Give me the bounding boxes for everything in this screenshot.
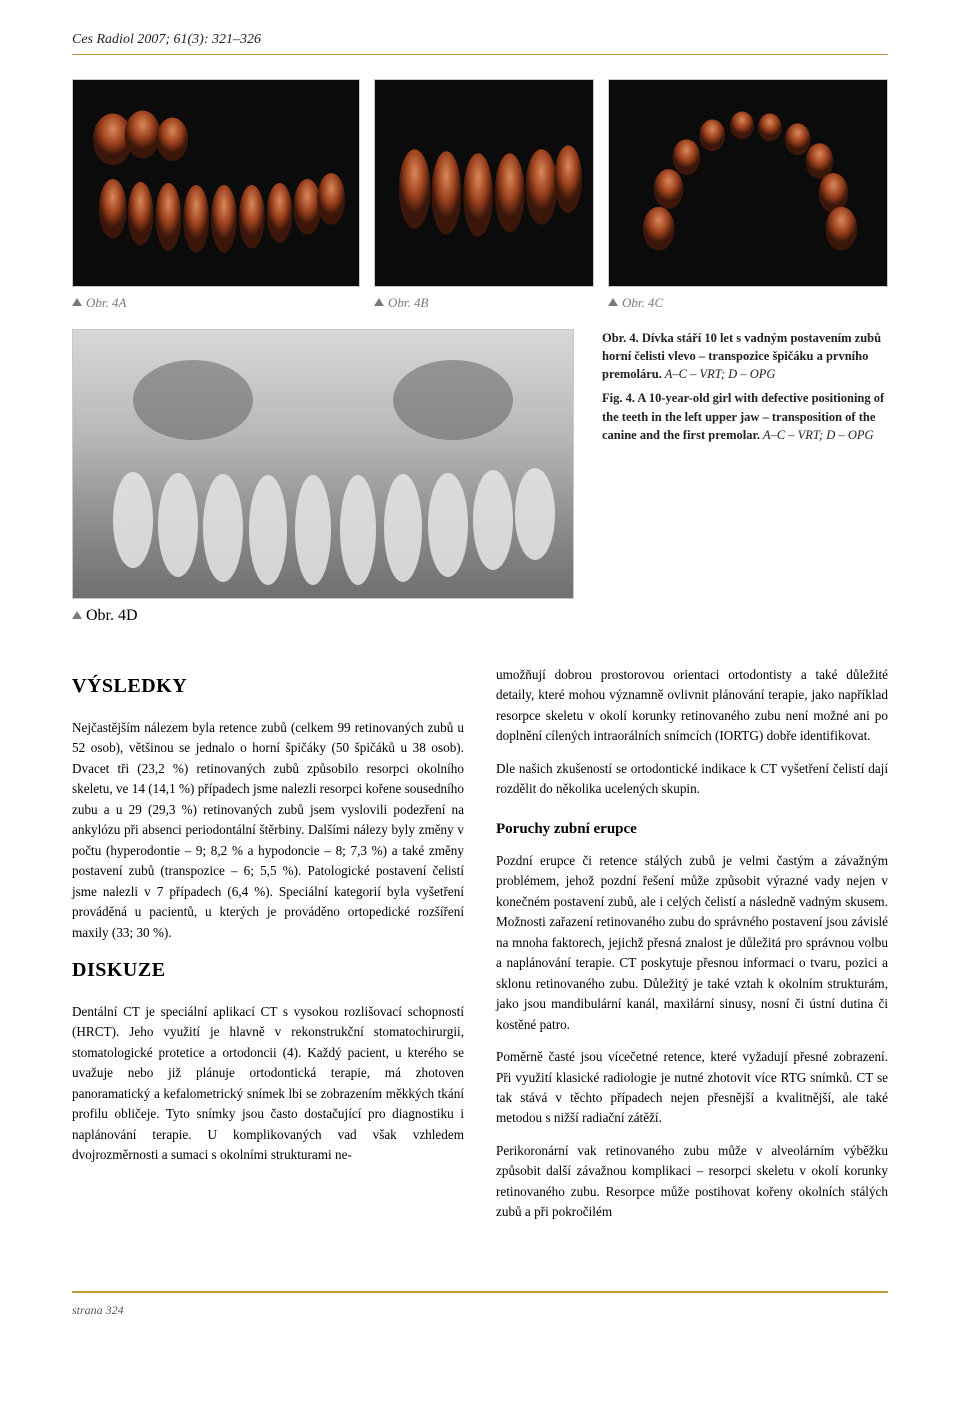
column-right: umožňují dobrou prostorovou orientaci or… <box>496 665 888 1235</box>
caption-en-italic: A–C – VRT; D – OPG <box>760 428 874 442</box>
vysledky-paragraph-1: Nejčastějším nálezem byla retence zubů (… <box>72 718 464 943</box>
diskuze-paragraph-1: Dentální CT je speciální aplikací CT s v… <box>72 1002 464 1166</box>
vrt-render-c-icon <box>609 79 887 287</box>
triangle-up-icon <box>72 611 82 619</box>
vrt-render-b-icon <box>375 79 593 287</box>
heading-diskuze: DISKUZE <box>72 955 464 986</box>
column-left: VÝSLEDKY Nejčastějším nálezem byla reten… <box>72 665 464 1235</box>
figure-4-caption: Obr. 4. Dívka stáří 10 let s vadným post… <box>602 329 888 450</box>
figure-label-row: Obr. 4A Obr. 4B Obr. 4C <box>72 295 888 311</box>
poruchy-paragraph-1: Pozdní erupce či retence stálých zubů je… <box>496 851 888 1035</box>
diskuze-paragraph-2: umožňují dobrou prostorovou orientaci or… <box>496 665 888 747</box>
page: Ces Radiol 2007; 61(3): 321–326 <box>0 0 960 1366</box>
figure-row-top <box>72 79 888 287</box>
figure-4c-image <box>608 79 888 287</box>
figure-4a-label: Obr. 4A <box>72 295 360 311</box>
triangle-up-icon <box>374 298 384 306</box>
figure-4d-block: Obr. 4D <box>72 329 574 625</box>
caption-cs-bold: Obr. 4. <box>602 331 639 345</box>
triangle-up-icon <box>608 298 618 306</box>
triangle-up-icon <box>72 298 82 306</box>
running-head: Ces Radiol 2007; 61(3): 321–326 <box>72 32 888 55</box>
body-columns: VÝSLEDKY Nejčastějším nálezem byla reten… <box>72 665 888 1235</box>
caption-en-bold: Fig. 4. <box>602 391 635 405</box>
figure-4c-label: Obr. 4C <box>608 295 888 311</box>
caption-cs-italic: A–C – VRT; D – OPG <box>662 367 776 381</box>
vrt-render-a-icon <box>73 79 359 287</box>
poruchy-paragraph-2: Poměrně časté jsou vícečetné retence, kt… <box>496 1047 888 1129</box>
figure-4a-image <box>72 79 360 287</box>
figure-row-bottom: Obr. 4D Obr. 4. Dívka stáří 10 let s vad… <box>72 329 888 625</box>
figure-4d-label: Obr. 4D <box>72 607 574 625</box>
figure-4b-image <box>374 79 594 287</box>
heading-vysledky: VÝSLEDKY <box>72 671 464 702</box>
diskuze-paragraph-3: Dle našich zkušeností se ortodontické in… <box>496 759 888 800</box>
figure-4b-label: Obr. 4B <box>374 295 594 311</box>
opg-radiograph-icon <box>73 330 573 599</box>
page-footer: strana 324 <box>72 1291 888 1318</box>
heading-poruchy: Poruchy zubní erupce <box>496 818 888 841</box>
poruchy-paragraph-3: Perikoronární vak retinovaného zubu může… <box>496 1141 888 1223</box>
figure-4d-image <box>72 329 574 599</box>
